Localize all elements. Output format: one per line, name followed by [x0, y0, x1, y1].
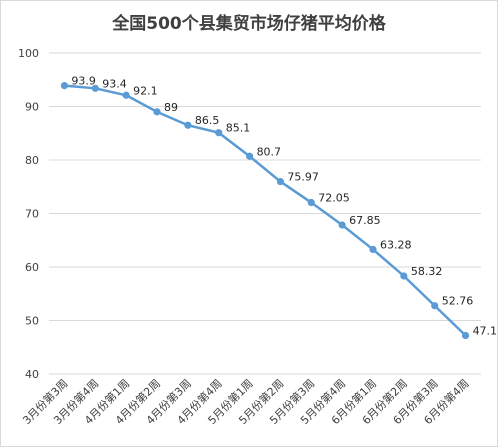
- data-label: 52.76: [442, 295, 474, 308]
- grid-lines: [49, 52, 481, 375]
- data-label: 47.19: [473, 325, 497, 338]
- y-axis-ticks: 40 50 60 70 80 90 100: [18, 47, 39, 381]
- data-label: 92.1: [133, 84, 158, 97]
- data-point: [276, 177, 285, 186]
- data-point: [91, 84, 99, 92]
- data-point: [245, 152, 254, 160]
- data-label: 93.4: [102, 77, 127, 90]
- data-point: [307, 198, 315, 207]
- data-labels: 93.9 93.4 92.1 89 86.5 85.1 80.7 75.97 72.05 67.8…: [71, 75, 497, 338]
- data-point: [369, 245, 377, 254]
- x-axis-ticks: 3月份第3周3月份第4周4月份第1周4月份第2周4月份第3周4月份第4周5月份第…: [20, 376, 472, 427]
- data-point: [338, 221, 346, 229]
- data-label: 58.32: [411, 265, 443, 278]
- y-tick-label: 40: [25, 368, 39, 381]
- y-tick-label: 70: [25, 208, 39, 221]
- series-line: [64, 84, 467, 337]
- data-label: 89: [164, 101, 178, 114]
- y-tick-label: 60: [25, 261, 39, 274]
- y-tick-label: 90: [25, 101, 39, 114]
- data-label: 75.97: [287, 171, 319, 184]
- data-label: 85.1: [226, 122, 251, 135]
- data-point: [60, 82, 69, 90]
- data-point: [184, 121, 192, 129]
- data-label: 67.85: [349, 214, 381, 227]
- series-layer: [60, 82, 470, 340]
- data-label: 86.5: [195, 114, 220, 127]
- data-point: [215, 129, 223, 137]
- y-tick-label: 100: [18, 47, 39, 60]
- y-tick-label: 80: [25, 154, 39, 167]
- data-point: [400, 272, 408, 280]
- chart-title: 全国500个县集贸市场仔猪平均价格: [112, 14, 386, 34]
- data-label: 80.7: [257, 145, 282, 158]
- y-tick-label: 50: [25, 315, 39, 328]
- data-label: 63.28: [380, 238, 412, 251]
- data-label: 93.9: [71, 75, 96, 88]
- data-label: 72.05: [318, 192, 350, 205]
- data-point: [461, 331, 470, 340]
- data-point: [431, 302, 439, 310]
- data-point: [153, 108, 161, 116]
- data-point: [122, 91, 130, 99]
